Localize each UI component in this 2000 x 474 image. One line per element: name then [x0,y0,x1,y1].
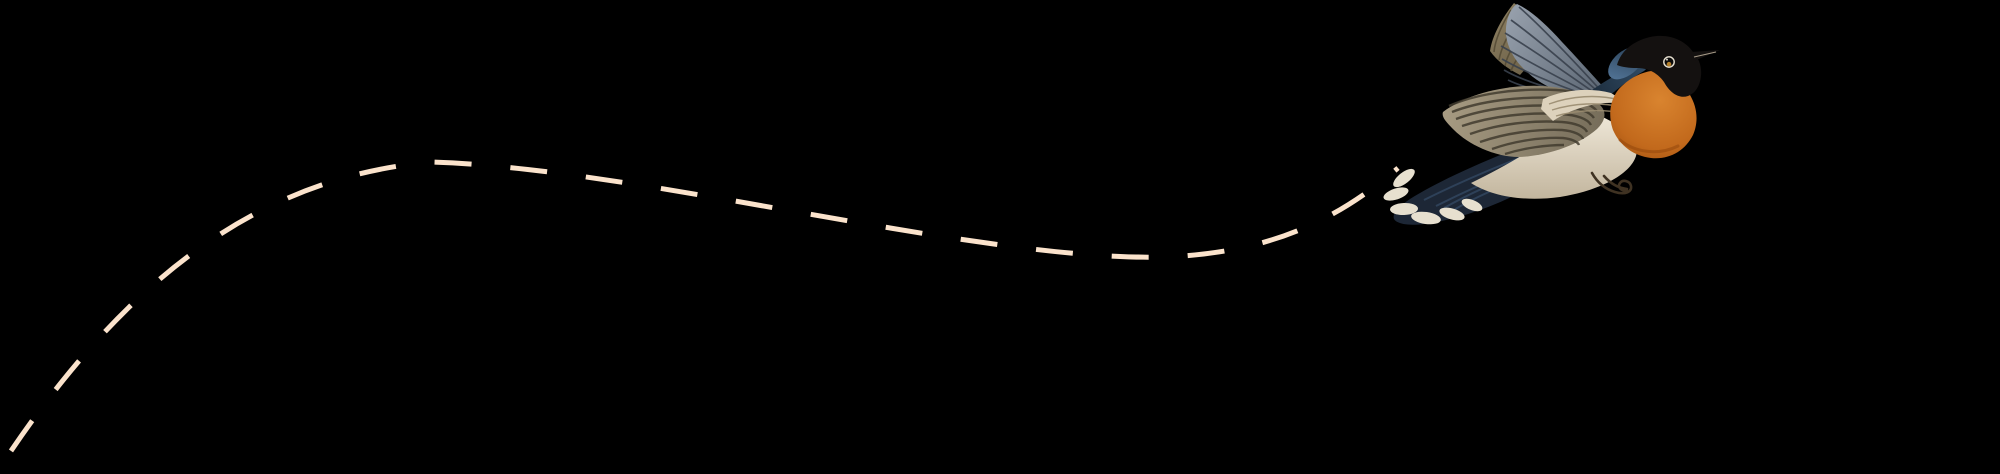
flight-path-dashed-line [0,159,1400,472]
bird-eye-highlight [1666,58,1668,61]
flight-path [0,159,1400,472]
bird-raised-wing [1505,4,1610,100]
bird-eye-iris [1666,61,1672,67]
swallow-bird-illustration [1383,3,1720,225]
bird-beak-gape-line [1693,51,1717,58]
bird-head-cap [1617,35,1702,97]
bird-tail-white-tips [1383,168,1483,225]
bird-breast-shadow [1618,138,1680,154]
bird-feet [1590,171,1633,195]
